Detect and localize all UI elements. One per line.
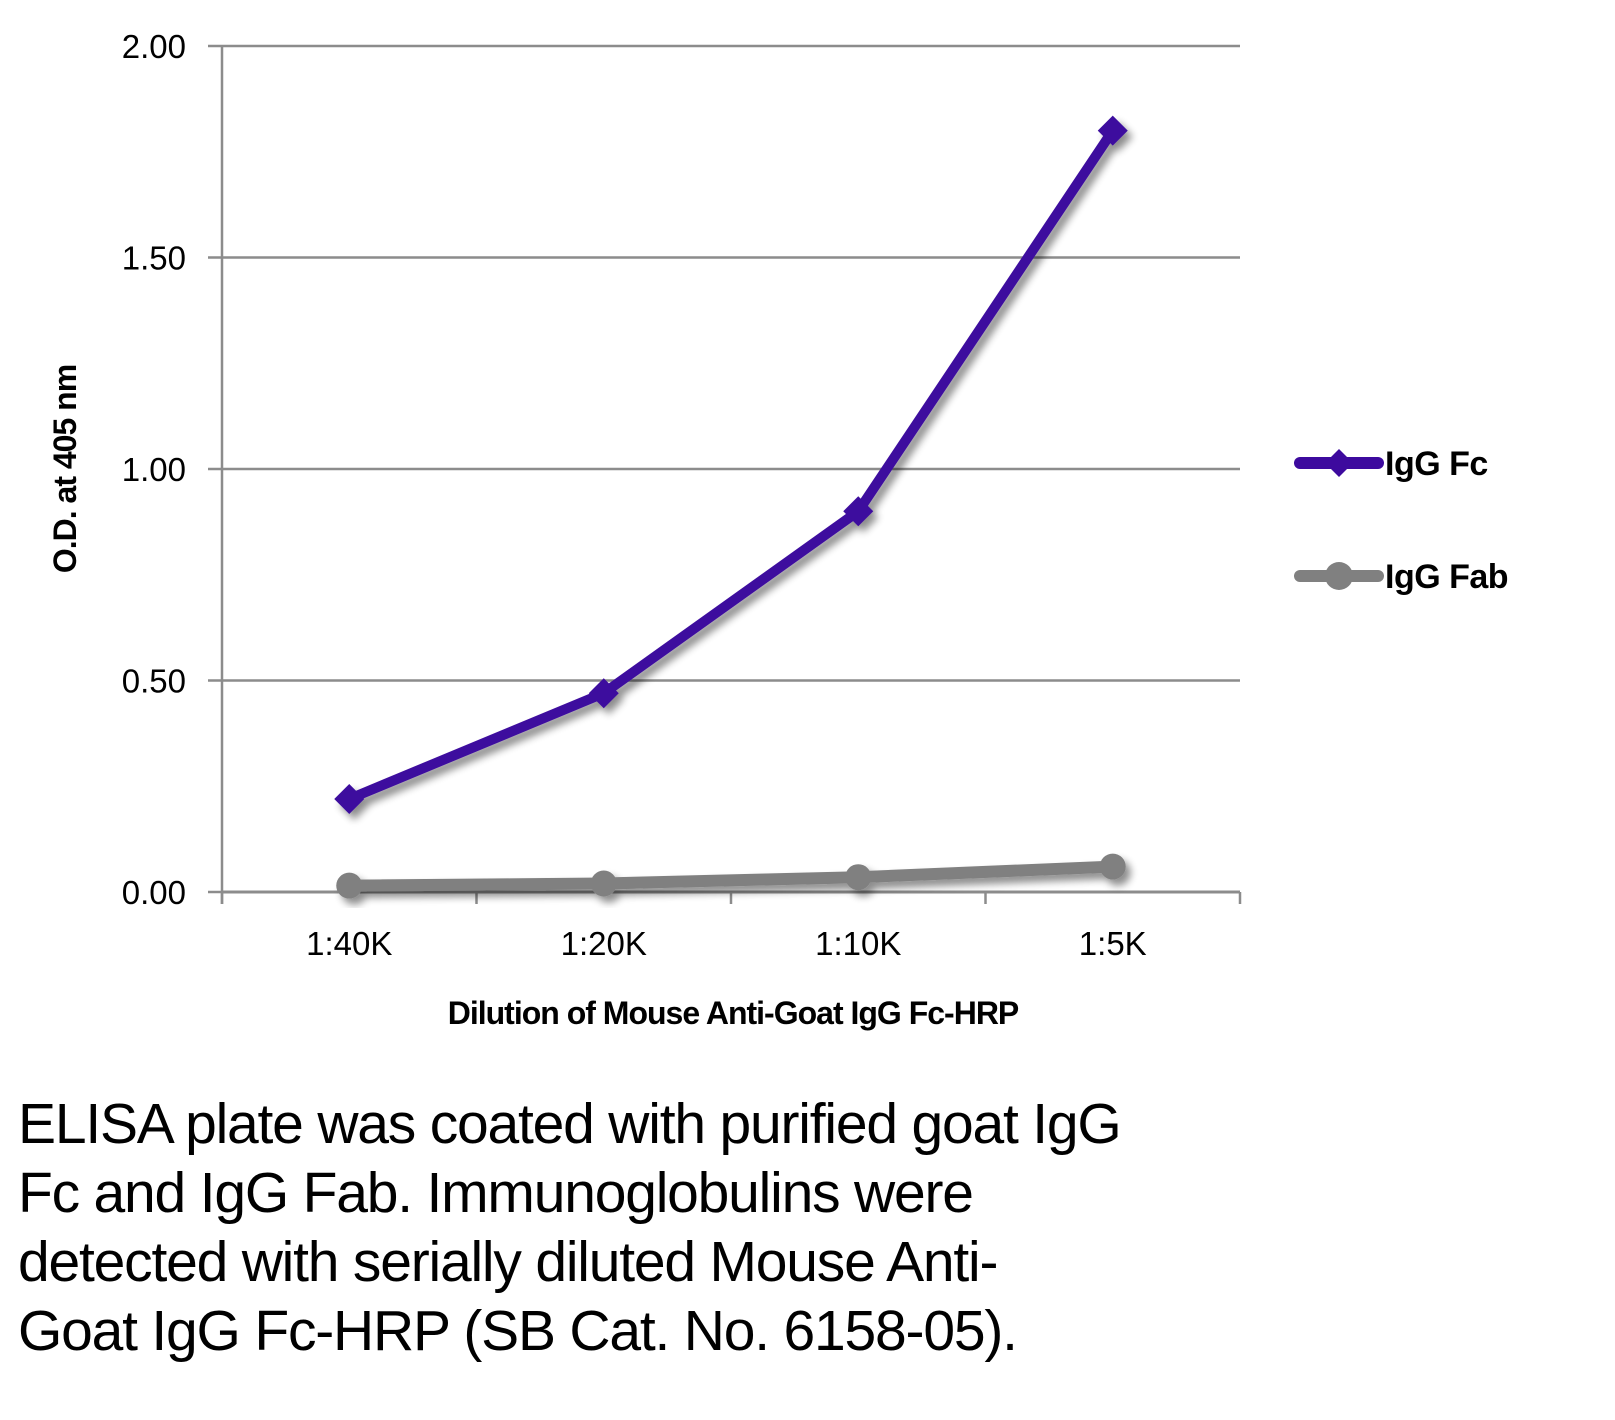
caption-line: detected with serially diluted Mouse Ant… bbox=[18, 1230, 999, 1294]
caption-line: ELISA plate was coated with purified goa… bbox=[18, 1092, 1122, 1156]
x-tick-label: 1:20K bbox=[561, 925, 647, 962]
legend-diamond-icon bbox=[1325, 449, 1353, 477]
series bbox=[334, 115, 1128, 899]
y-tick-label: 2.00 bbox=[122, 28, 186, 65]
figure-caption: ELISA plate was coated with purified goa… bbox=[18, 1090, 1418, 1366]
data-point-circle bbox=[590, 870, 617, 897]
x-tick-label: 1:40K bbox=[306, 925, 392, 962]
x-tick-label: 1:5K bbox=[1079, 925, 1147, 962]
series-igg-fab bbox=[336, 853, 1126, 899]
legend-label: IgG Fc bbox=[1385, 445, 1488, 483]
legend-item: IgG Fab bbox=[1294, 558, 1509, 596]
data-point-circle bbox=[845, 864, 872, 891]
x-axis-title: Dilution of Mouse Anti-Goat IgG Fc-HRP bbox=[448, 995, 1019, 1031]
caption-line: Fc and IgG Fab. Immunoglobulins were bbox=[18, 1161, 974, 1225]
x-tick-labels: 1:40K 1:20K 1:10K 1:5K bbox=[306, 925, 1147, 962]
data-point-diamond bbox=[1097, 115, 1128, 146]
line-chart: 0.00 0.50 1.00 1.50 2.00 1:40K 1:20K 1:10K 1:5K… bbox=[47, 28, 1509, 1031]
series-line bbox=[343, 860, 1119, 892]
series-igg-fc bbox=[334, 115, 1128, 814]
data-point-circle bbox=[1099, 853, 1126, 880]
data-point-diamond bbox=[588, 678, 619, 709]
y-axis-title: O.D. at 405 nm bbox=[47, 365, 83, 573]
y-tick-label: 1.00 bbox=[122, 451, 186, 488]
y-tick-label: 0.50 bbox=[122, 663, 186, 700]
data-point-circle bbox=[336, 872, 363, 899]
y-tick-label: 1.50 bbox=[122, 240, 186, 277]
y-tick-labels: 0.00 0.50 1.00 1.50 2.00 bbox=[122, 28, 186, 911]
x-tick-label: 1:10K bbox=[815, 925, 901, 962]
series-line bbox=[344, 125, 1118, 804]
legend-circle-icon bbox=[1325, 562, 1353, 590]
caption-line: Goat IgG Fc-HRP (SB Cat. No. 6158-05). bbox=[18, 1299, 1018, 1363]
data-point-diamond bbox=[843, 496, 874, 527]
legend-item: IgG Fc bbox=[1294, 445, 1488, 483]
legend-label: IgG Fab bbox=[1385, 558, 1508, 596]
y-tick-label: 0.00 bbox=[122, 874, 186, 911]
data-point-diamond bbox=[334, 783, 365, 814]
axes bbox=[220, 46, 1242, 904]
legend: IgG Fc IgG Fab bbox=[1294, 445, 1509, 596]
